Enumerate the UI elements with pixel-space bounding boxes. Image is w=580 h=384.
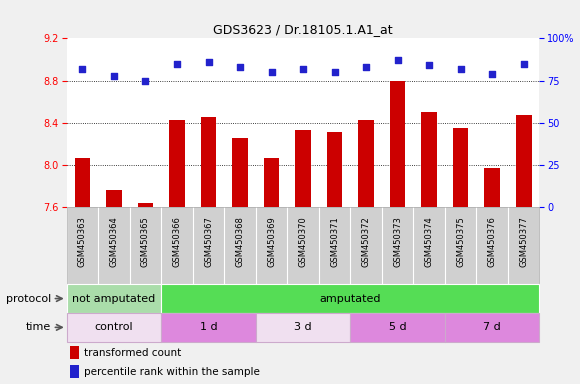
Bar <box>390 81 405 207</box>
Point <box>267 69 276 75</box>
Text: GSM450375: GSM450375 <box>456 217 465 267</box>
Text: 7 d: 7 d <box>483 322 501 333</box>
Bar <box>350 313 445 342</box>
Text: GSM450363: GSM450363 <box>78 217 87 267</box>
Bar <box>264 158 280 207</box>
Title: GDS3623 / Dr.18105.1.A1_at: GDS3623 / Dr.18105.1.A1_at <box>213 23 393 36</box>
Point <box>109 73 119 79</box>
Bar <box>484 168 500 207</box>
Point <box>361 64 371 70</box>
Bar <box>106 190 122 207</box>
Text: GSM450369: GSM450369 <box>267 217 276 267</box>
Text: percentile rank within the sample: percentile rank within the sample <box>84 367 260 377</box>
Bar <box>295 130 311 207</box>
Point <box>425 62 434 68</box>
Bar <box>67 313 161 342</box>
Text: transformed count: transformed count <box>84 348 182 358</box>
Point <box>330 69 339 75</box>
Text: GSM450377: GSM450377 <box>519 217 528 267</box>
Point <box>172 61 182 67</box>
Point <box>235 64 245 70</box>
Text: not amputated: not amputated <box>72 293 155 304</box>
Point <box>141 78 150 84</box>
Bar <box>75 158 90 207</box>
Point <box>519 61 528 67</box>
Bar <box>169 120 185 207</box>
Bar <box>70 346 79 359</box>
Text: time: time <box>26 322 51 333</box>
Bar <box>445 313 539 342</box>
Text: 5 d: 5 d <box>389 322 407 333</box>
Point <box>298 66 307 72</box>
Text: amputated: amputated <box>320 293 381 304</box>
Text: GSM450368: GSM450368 <box>235 217 245 267</box>
Point <box>456 66 465 72</box>
Bar <box>67 284 161 313</box>
Text: GSM450374: GSM450374 <box>425 217 434 267</box>
Text: 3 d: 3 d <box>294 322 312 333</box>
Bar <box>327 132 342 207</box>
Text: GSM450376: GSM450376 <box>488 217 496 267</box>
Bar <box>232 138 248 207</box>
Bar <box>161 284 539 313</box>
Text: GSM450365: GSM450365 <box>141 217 150 267</box>
Bar <box>453 128 469 207</box>
Bar <box>137 203 153 207</box>
Text: control: control <box>95 322 133 333</box>
Text: 1 d: 1 d <box>200 322 218 333</box>
Point <box>78 66 87 72</box>
Bar <box>256 313 350 342</box>
Bar <box>201 116 216 207</box>
Text: GSM450364: GSM450364 <box>110 217 118 267</box>
Bar <box>421 112 437 207</box>
Text: GSM450367: GSM450367 <box>204 217 213 267</box>
Point <box>204 59 213 65</box>
Bar <box>161 313 256 342</box>
Text: GSM450372: GSM450372 <box>361 217 371 267</box>
Text: GSM450371: GSM450371 <box>330 217 339 267</box>
Bar <box>70 365 79 378</box>
Point <box>393 57 403 63</box>
Text: GSM450370: GSM450370 <box>299 217 307 267</box>
Bar <box>516 116 531 207</box>
Point <box>487 71 496 77</box>
Text: GSM450366: GSM450366 <box>172 217 182 267</box>
Text: protocol: protocol <box>6 293 51 304</box>
Text: GSM450373: GSM450373 <box>393 217 402 267</box>
Bar <box>358 120 374 207</box>
